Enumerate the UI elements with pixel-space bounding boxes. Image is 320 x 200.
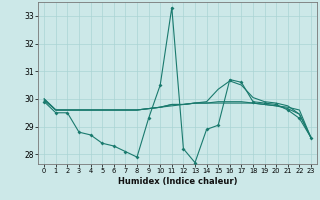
X-axis label: Humidex (Indice chaleur): Humidex (Indice chaleur) (118, 177, 237, 186)
